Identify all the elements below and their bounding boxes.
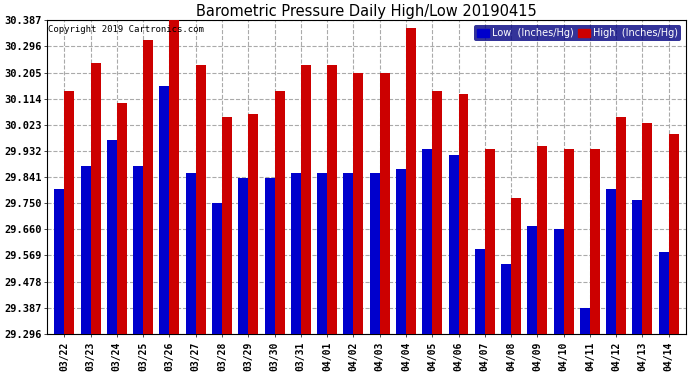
Bar (133, 166, 143, 334)
Bar (301, 66, 310, 334)
Bar (485, 149, 495, 334)
Bar (370, 173, 380, 334)
Bar (616, 117, 627, 334)
Bar (353, 73, 364, 334)
Bar (275, 91, 284, 334)
Bar (538, 146, 547, 334)
Bar (642, 123, 653, 334)
Bar (143, 40, 153, 334)
Text: Copyright 2019 Cartronics.com: Copyright 2019 Cartronics.com (48, 25, 204, 34)
Bar (501, 264, 511, 334)
Bar (81, 166, 90, 334)
Bar (90, 63, 101, 334)
Bar (327, 66, 337, 334)
Bar (527, 226, 538, 334)
Bar (64, 91, 75, 334)
Bar (344, 173, 353, 334)
Bar (238, 177, 248, 334)
Bar (659, 252, 669, 334)
Bar (422, 149, 432, 334)
Bar (107, 140, 117, 334)
Bar (264, 177, 275, 334)
Bar (212, 203, 222, 334)
Bar (475, 249, 485, 334)
Bar (633, 201, 642, 334)
Bar (406, 28, 416, 334)
Bar (432, 91, 442, 334)
Bar (553, 229, 564, 334)
Bar (196, 66, 206, 334)
Legend: Low  (Inches/Hg), High  (Inches/Hg): Low (Inches/Hg), High (Inches/Hg) (474, 25, 681, 41)
Bar (607, 189, 616, 334)
Bar (564, 149, 573, 334)
Bar (580, 308, 590, 334)
Bar (448, 154, 459, 334)
Bar (317, 173, 327, 334)
Bar (511, 198, 521, 334)
Bar (170, 20, 179, 334)
Bar (248, 114, 258, 334)
Bar (459, 94, 469, 334)
Bar (380, 73, 390, 334)
Bar (396, 169, 406, 334)
Bar (590, 149, 600, 334)
Bar (222, 117, 232, 334)
Bar (186, 173, 196, 334)
Bar (159, 86, 170, 334)
Bar (55, 189, 64, 334)
Title: Barometric Pressure Daily High/Low 20190415: Barometric Pressure Daily High/Low 20190… (196, 4, 537, 19)
Bar (291, 173, 301, 334)
Bar (117, 103, 127, 334)
Bar (669, 134, 679, 334)
